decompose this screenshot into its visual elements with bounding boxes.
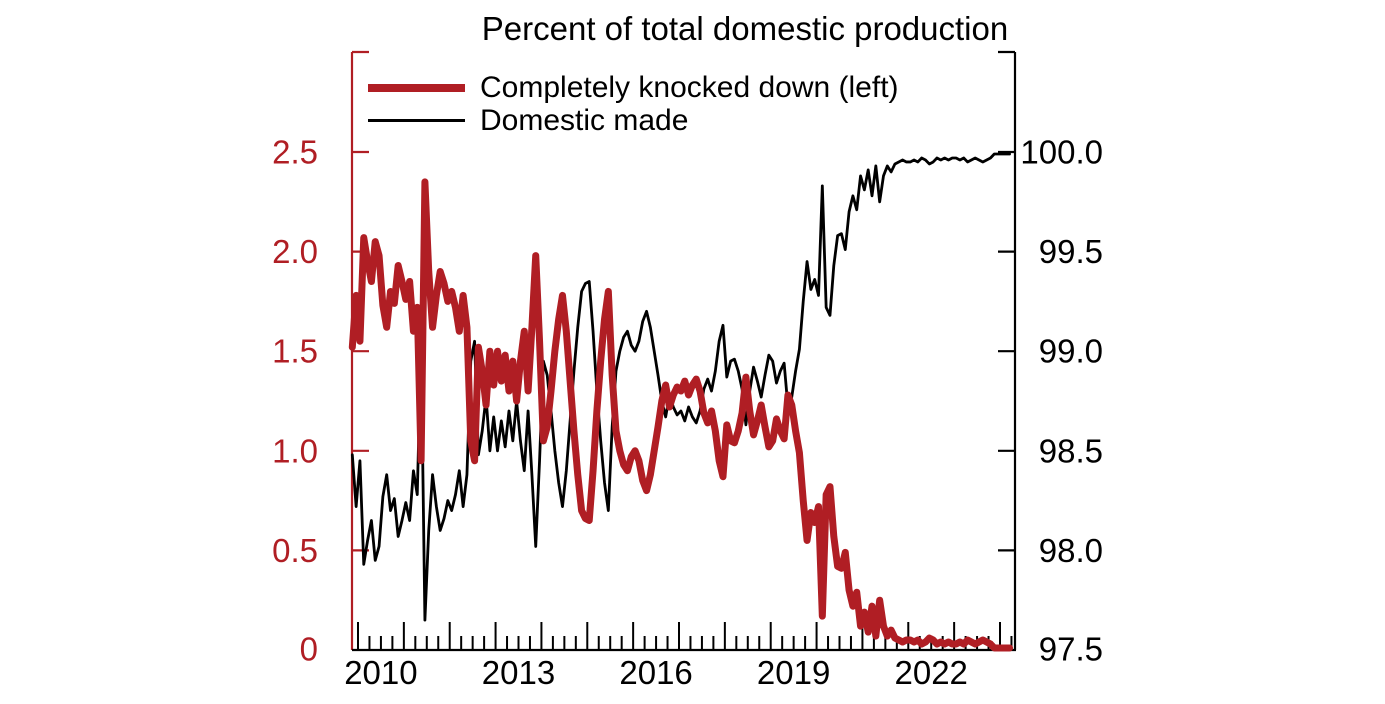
legend-label-completely-knocked-down: Completely knocked down (left) [480,71,899,104]
chart-title: Percent of total domestic production [482,10,1008,47]
domestic-made-line-series [350,152,1011,622]
left-axis-tick-label: 1.5 [272,333,318,370]
x-axis: 2010 2013 2016 2019 2022 [344,622,1016,691]
left-axis-tick-label: 0.5 [272,532,318,569]
left-axis-tick-label: 2.0 [272,233,318,270]
left-axis-tick-label: 0 [300,631,318,668]
right-axis-tick-label: 98.0 [1039,532,1103,569]
right-axis-tick-label: 99.0 [1039,333,1103,370]
right-axis-tick-label: 99.5 [1039,233,1103,270]
x-axis-year-label: 2010 [344,654,417,691]
x-axis-year-label: 2016 [619,654,692,691]
x-axis-year-label: 2013 [482,654,555,691]
legend-label-domestic-made: Domestic made [480,104,688,137]
left-axis-tick-label: 1.0 [272,432,318,469]
left-y-axis: 2.5 2.0 1.5 1.0 0.5 0 [272,50,369,668]
x-axis-year-label: 2022 [895,654,968,691]
right-y-axis: 100.0 99.5 99.0 98.5 98.0 97.5 [998,50,1103,668]
x-axis-year-label: 2019 [757,654,830,691]
right-axis-tick-label: 97.5 [1039,631,1103,668]
completely-knocked-down-line-series [348,178,1014,652]
right-axis-tick-label: 98.5 [1039,432,1103,469]
legend: Completely knocked down (left) Domestic … [368,71,899,137]
left-axis-tick-label: 2.5 [272,134,318,171]
right-axis-tick-label: 100.0 [1020,134,1103,171]
